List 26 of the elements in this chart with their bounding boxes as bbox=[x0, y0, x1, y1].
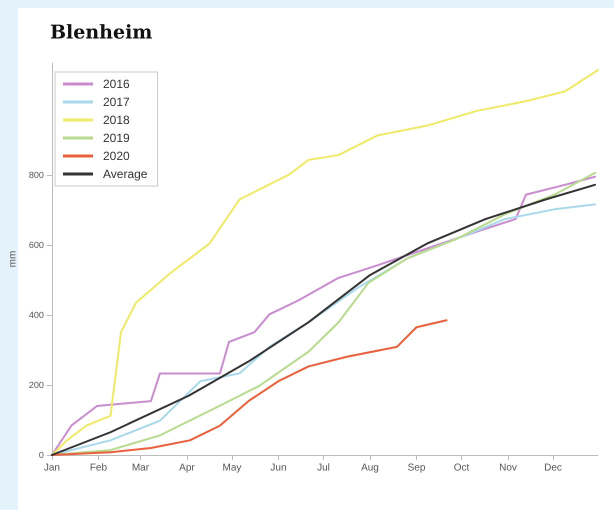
x-tick-label: Oct bbox=[454, 462, 470, 474]
line-series bbox=[50, 319, 448, 456]
x-tick-label: Jan bbox=[44, 462, 60, 474]
legend-label: Average bbox=[103, 167, 148, 181]
x-tick-label: Nov bbox=[499, 462, 517, 474]
x-tick-label: Aug bbox=[361, 462, 379, 474]
y-tick-label: 800 bbox=[28, 170, 44, 180]
y-tick-label: 0 bbox=[38, 450, 44, 460]
legend-label: 2019 bbox=[103, 131, 130, 145]
y-tick-label: 200 bbox=[28, 380, 44, 390]
x-tick-label: Sep bbox=[408, 462, 426, 474]
legend-label: 2016 bbox=[103, 77, 130, 91]
y-axis-title: mm bbox=[8, 250, 18, 268]
x-tick-label: May bbox=[222, 462, 242, 474]
legend-label: 2017 bbox=[103, 95, 130, 109]
x-tick-label: Feb bbox=[90, 462, 108, 474]
y-tick-label: 600 bbox=[28, 240, 44, 250]
legend-label: 2020 bbox=[103, 149, 130, 163]
x-tick-label: Mar bbox=[132, 462, 150, 474]
y-tick-label: 400 bbox=[28, 310, 44, 320]
x-tick-label: Jul bbox=[317, 462, 330, 474]
x-tick-label: Jun bbox=[270, 462, 287, 474]
x-tick-label: Dec bbox=[544, 462, 562, 474]
legend-label: 2018 bbox=[103, 113, 130, 127]
chart-title: Blenheim bbox=[50, 22, 152, 44]
x-tick-label: Apr bbox=[179, 462, 196, 474]
